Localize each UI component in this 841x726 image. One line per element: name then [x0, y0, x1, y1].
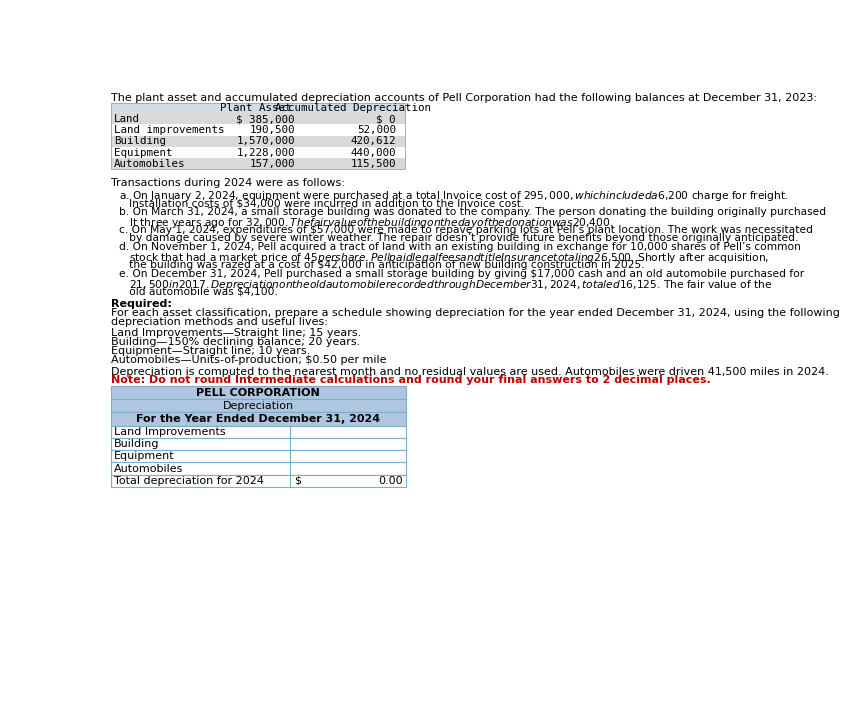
Bar	[110, 102, 405, 113]
Text: stock that had a market price of $45 per share. Pell paid legal fees and title I: stock that had a market price of $45 per…	[119, 251, 770, 265]
Text: Equipment: Equipment	[114, 147, 172, 158]
Text: c. On May 1, 2024, expenditures of $57,000 were made to repave parking lots at P: c. On May 1, 2024, expenditures of $57,0…	[119, 224, 813, 234]
Text: 157,000: 157,000	[250, 159, 295, 168]
Text: 1,228,000: 1,228,000	[236, 147, 295, 158]
Text: Transactions during 2024 were as follows:: Transactions during 2024 were as follows…	[110, 179, 345, 188]
Text: For each asset classification, prepare a schedule showing depreciation for the y: For each asset classification, prepare a…	[110, 308, 839, 318]
Text: e. On December 31, 2024, Pell purchased a small storage building by giving $17,0: e. On December 31, 2024, Pell purchased …	[119, 269, 804, 279]
Text: 0.00: 0.00	[378, 476, 403, 486]
Text: 52,000: 52,000	[357, 125, 396, 135]
Text: Equipment—Straight line; 10 years.: Equipment—Straight line; 10 years.	[110, 346, 309, 356]
Text: Automobiles: Automobiles	[114, 159, 185, 168]
Text: Depreciation: Depreciation	[223, 401, 294, 411]
Text: Land Improvements—Straight line; 15 years.: Land Improvements—Straight line; 15 year…	[110, 328, 361, 338]
Text: a. On January 2, 2024, equipment were purchased at a total Invoice cost of $295,: a. On January 2, 2024, equipment were pu…	[119, 189, 789, 203]
Bar	[110, 462, 406, 475]
Bar	[110, 158, 405, 169]
Text: Installation costs of $34,000 were incurred in addition to the Invoice cost.: Installation costs of $34,000 were incur…	[119, 198, 525, 208]
Text: $: $	[294, 476, 301, 486]
Text: d. On November 1, 2024, Pell acquired a tract of land with an existing building : d. On November 1, 2024, Pell acquired a …	[119, 242, 801, 252]
Bar	[110, 475, 406, 487]
Text: 440,000: 440,000	[350, 147, 396, 158]
Text: PELL CORPORATION: PELL CORPORATION	[196, 388, 320, 398]
Text: The plant asset and accumulated depreciation accounts of Pell Corporation had th: The plant asset and accumulated deprecia…	[110, 93, 817, 103]
Text: Building: Building	[114, 439, 159, 449]
Text: b. On March 31, 2024, a small storage building was donated to the company. The p: b. On March 31, 2024, a small storage bu…	[119, 207, 826, 217]
Text: Automobiles: Automobiles	[114, 464, 183, 473]
Text: Plant Asset: Plant Asset	[220, 103, 292, 113]
Text: Depreciation is computed to the nearest month and no residual values are used. A: Depreciation is computed to the nearest …	[110, 367, 828, 377]
Text: $ 385,000: $ 385,000	[236, 114, 295, 124]
Text: 115,500: 115,500	[350, 159, 396, 168]
Bar	[110, 102, 405, 169]
Text: Building: Building	[114, 136, 166, 147]
Text: by damage caused by severe winter weather. The repair doesn’t provide future ben: by damage caused by severe winter weathe…	[119, 234, 798, 243]
Text: 420,612: 420,612	[350, 136, 396, 147]
Bar	[110, 386, 406, 399]
Bar	[110, 438, 406, 450]
Text: Land Improvements: Land Improvements	[114, 427, 225, 437]
Bar	[110, 399, 406, 412]
Text: Land: Land	[114, 114, 140, 124]
Text: For the Year Ended December 31, 2024: For the Year Ended December 31, 2024	[136, 414, 380, 424]
Text: the building was razed at a cost of $42,000 in anticipation of new building cons: the building was razed at a cost of $42,…	[119, 260, 644, 270]
Text: Required:: Required:	[110, 299, 172, 309]
Text: Building—150% declining balance; 20 years.: Building—150% declining balance; 20 year…	[110, 337, 360, 347]
Text: 190,500: 190,500	[250, 125, 295, 135]
Bar	[110, 136, 405, 147]
Bar	[110, 147, 405, 158]
Text: 1,570,000: 1,570,000	[236, 136, 295, 147]
Text: It three years ago for $32,000. The fair value of the building on the day of the: It three years ago for $32,000. The fair…	[119, 216, 614, 229]
Text: Equipment: Equipment	[114, 452, 174, 461]
Text: Automobiles—Units-of-production; $0.50 per mile: Automobiles—Units-of-production; $0.50 p…	[110, 355, 386, 364]
Text: Note: Do not round Intermediate calculations and round your final answers to 2 d: Note: Do not round Intermediate calculat…	[110, 375, 711, 386]
Bar	[110, 124, 405, 136]
Bar	[110, 412, 406, 425]
Text: Total depreciation for 2024: Total depreciation for 2024	[114, 476, 263, 486]
Text: old automobile was $4,100.: old automobile was $4,100.	[119, 287, 278, 296]
Bar	[110, 450, 406, 462]
Text: $ 0: $ 0	[376, 114, 396, 124]
Bar	[110, 425, 406, 438]
Bar	[110, 113, 405, 124]
Text: Land improvements: Land improvements	[114, 125, 225, 135]
Text: depreciation methods and useful lives:: depreciation methods and useful lives:	[110, 317, 327, 327]
Text: Accumulated Depreciation: Accumulated Depreciation	[275, 103, 431, 113]
Text: $21,500 in 2017. Depreciation on the old automobile recorded through December 31: $21,500 in 2017. Depreciation on the old…	[119, 278, 772, 292]
